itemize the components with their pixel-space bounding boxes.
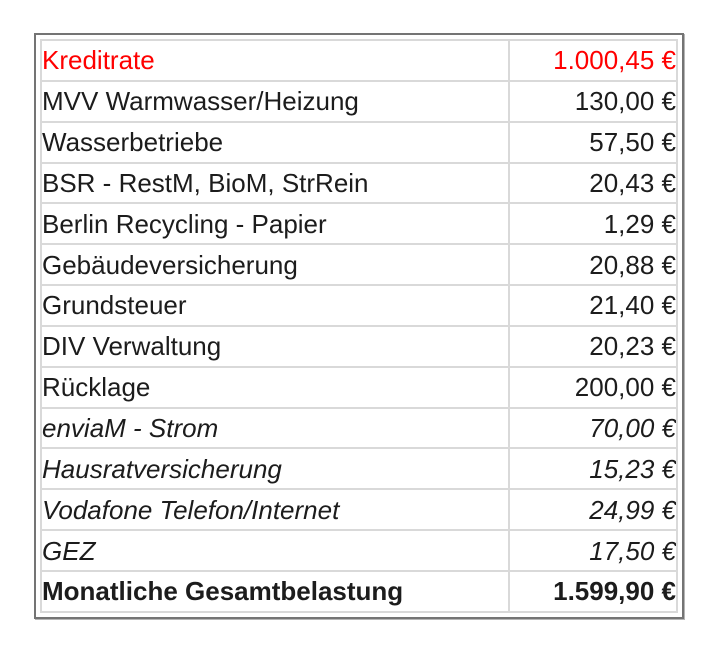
cost-label: Grundsteuer xyxy=(40,284,510,327)
cost-label: Hausratversicherung xyxy=(40,447,510,491)
table-row-hausratversicherung: Hausratversicherung 15,23 € xyxy=(40,447,678,491)
monthly-costs-table: Kreditrate 1.000,45 € MVV Warmwasser/Hei… xyxy=(40,39,678,614)
table-row-wasserbetriebe: Wasserbetriebe 57,50 € xyxy=(40,120,678,164)
total-label: Monatliche Gesamtbelastung xyxy=(40,569,510,614)
table-row-gesamtbelastung: Monatliche Gesamtbelastung 1.599,90 € xyxy=(40,569,678,614)
table-row-enviam: enviaM - Strom 70,00 € xyxy=(40,406,678,450)
cost-label: Berlin Recycling - Papier xyxy=(40,202,510,246)
cost-label: DIV Verwaltung xyxy=(40,324,510,368)
cost-label: Rücklage xyxy=(40,365,510,409)
cost-value: 1,29 € xyxy=(508,202,678,246)
cost-value: 130,00 € xyxy=(508,79,678,123)
cost-value: 24,99 € xyxy=(508,488,678,532)
cost-label: Gebäudeversicherung xyxy=(40,243,510,287)
cost-label: GEZ xyxy=(40,529,510,572)
costs-table-frame: Kreditrate 1.000,45 € MVV Warmwasser/Hei… xyxy=(34,33,684,619)
total-value: 1.599,90 € xyxy=(508,569,678,614)
cost-value: 20,23 € xyxy=(508,324,678,368)
table-row-bsr: BSR - RestM, BioM, StrRein 20,43 € xyxy=(40,161,678,205)
table-row-gebaeudeversicherung: Gebäudeversicherung 20,88 € xyxy=(40,243,678,287)
cost-value: 57,50 € xyxy=(508,120,678,164)
cost-value: 70,00 € xyxy=(508,406,678,450)
table-row-mvv: MVV Warmwasser/Heizung 130,00 € xyxy=(40,79,678,123)
table-row-kreditrate: Kreditrate 1.000,45 € xyxy=(40,39,678,82)
cost-label: enviaM - Strom xyxy=(40,406,510,450)
table-row-berlin-recycling: Berlin Recycling - Papier 1,29 € xyxy=(40,202,678,246)
table-row-ruecklage: Rücklage 200,00 € xyxy=(40,365,678,409)
table-row-grundsteuer: Grundsteuer 21,40 € xyxy=(40,284,678,327)
cost-label: Wasserbetriebe xyxy=(40,120,510,164)
cost-value: 17,50 € xyxy=(508,529,678,572)
cost-value: 20,43 € xyxy=(508,161,678,205)
cost-label: Kreditrate xyxy=(40,39,510,82)
cost-label: BSR - RestM, BioM, StrRein xyxy=(40,161,510,205)
cost-label: MVV Warmwasser/Heizung xyxy=(40,79,510,123)
cost-value: 200,00 € xyxy=(508,365,678,409)
table-row-div-verwaltung: DIV Verwaltung 20,23 € xyxy=(40,324,678,368)
cost-value: 20,88 € xyxy=(508,243,678,287)
cost-value: 21,40 € xyxy=(508,284,678,327)
table-row-gez: GEZ 17,50 € xyxy=(40,529,678,572)
cost-label: Vodafone Telefon/Internet xyxy=(40,488,510,532)
cost-value: 1.000,45 € xyxy=(508,39,678,82)
cost-value: 15,23 € xyxy=(508,447,678,491)
table-row-vodafone: Vodafone Telefon/Internet 24,99 € xyxy=(40,488,678,532)
